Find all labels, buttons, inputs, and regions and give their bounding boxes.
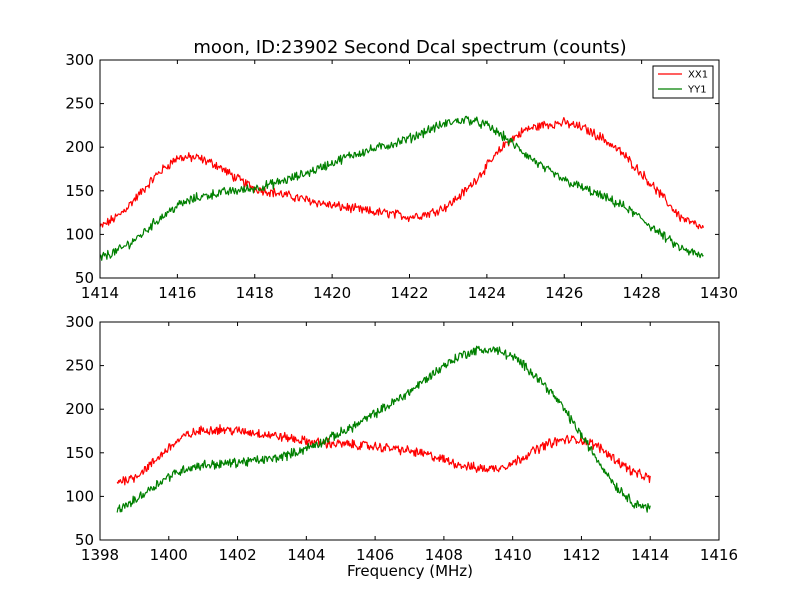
- bottom-y-tick-label: 200: [65, 400, 94, 418]
- top-y-tick-label: 200: [65, 138, 94, 156]
- bottom-axes-frame: [99, 321, 720, 541]
- top-y-tick-label: 250: [65, 95, 94, 113]
- top-x-tick-label: 1424: [468, 284, 506, 302]
- top-x-tick-label: 1420: [313, 284, 351, 302]
- bottom-panel: 1398 1400 1402 1404 1406 1408 1410 1412 1414 1416…: [65, 313, 738, 564]
- legend: XX1 YY1: [652, 65, 714, 99]
- top-x-tick-label: 1414: [81, 284, 119, 302]
- legend-label-xx1: XX1: [688, 70, 708, 81]
- top-panel: 1414 1416 1418 1420 1422 1424 1426 1428 1430 50 10…: [65, 51, 738, 302]
- x-axis-label: Frequency (MHz): [347, 562, 473, 580]
- legend-frame: [652, 65, 714, 99]
- bottom-x-tick-label: 1416: [700, 546, 738, 564]
- top-series-xx1: [99, 116, 705, 230]
- chart-title: moon, ID:23902 Second Dcal spectrum (cou…: [193, 37, 626, 58]
- top-x-tick-label: 1430: [700, 284, 738, 302]
- legend-label-yy1: YY1: [687, 85, 707, 96]
- bottom-y-tick-label: 300: [65, 313, 94, 331]
- bottom-y-tick-label: 100: [65, 487, 94, 505]
- bottom-y-tick-label: 150: [65, 444, 94, 462]
- top-y-tick-label: 150: [65, 182, 94, 200]
- top-y-tick-label: 300: [65, 51, 94, 69]
- top-x-tick-label: 1422: [390, 284, 428, 302]
- top-x-tick-label: 1418: [236, 284, 274, 302]
- bottom-x-tick-label: 1402: [218, 546, 256, 564]
- top-axes-frame: [99, 59, 720, 279]
- bottom-x-tick-label: 1398: [81, 546, 119, 564]
- bottom-x-tick-label: 1408: [425, 546, 463, 564]
- top-y-tick-label: 100: [65, 225, 94, 243]
- bottom-x-tick-label: 1410: [494, 546, 532, 564]
- bottom-x-tick-label: 1404: [287, 546, 325, 564]
- top-x-tick-label: 1416: [158, 284, 196, 302]
- bottom-y-tick-label: 250: [65, 357, 94, 375]
- top-x-tick-label: 1428: [623, 284, 661, 302]
- bottom-y-tick-label: 50: [75, 531, 94, 549]
- top-x-tick-label: 1426: [545, 284, 583, 302]
- bottom-series-yy1: [116, 345, 651, 513]
- bottom-x-tick-label: 1414: [631, 546, 669, 564]
- bottom-x-tick-label: 1406: [356, 546, 394, 564]
- bottom-x-tick-label: 1412: [562, 546, 600, 564]
- top-series-yy1: [99, 115, 704, 261]
- bottom-x-tick-label: 1400: [150, 546, 188, 564]
- top-y-tick-label: 50: [75, 269, 94, 287]
- bottom-series-xx1: [116, 424, 651, 486]
